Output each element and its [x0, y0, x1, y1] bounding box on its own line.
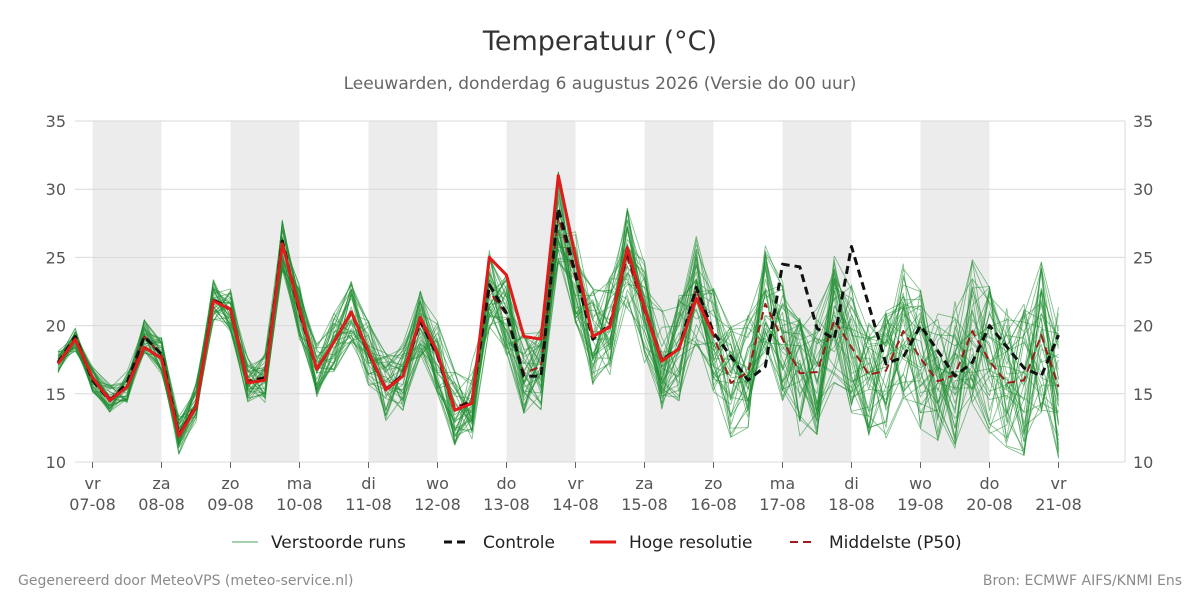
footer-source: Bron: ECMWF AIFS/KNMI Ens: [983, 573, 1182, 589]
legend-label-controle: Controle: [483, 533, 555, 553]
weekend-band: [92, 121, 162, 462]
x-tick-day: wo: [909, 474, 932, 493]
x-axis: vr 07-08 za 08-08 zo 09-08 ma 10-08 di 11-08 wo 12-…: [69, 462, 1082, 514]
y-tick-label-right: 15: [1133, 385, 1153, 404]
x-tick-day: za: [152, 474, 170, 493]
y-tick-label-right: 10: [1133, 453, 1153, 472]
weekend-band: [506, 121, 576, 462]
x-tick-day: di: [844, 474, 859, 493]
y-tick-label-left: 30: [46, 180, 66, 199]
x-tick-date: 15-08: [621, 495, 668, 514]
main-series: [56, 174, 1060, 438]
legend-label-middelste: Middelste (P50): [829, 533, 962, 553]
x-tick-day: ma: [287, 474, 312, 493]
x-tick-day: za: [635, 474, 653, 493]
legend-label-verstoorde-runs: Verstoorde runs: [271, 533, 406, 553]
y-tick-label-left: 20: [46, 317, 66, 336]
ensemble-run-line: [57, 245, 1059, 430]
x-tick-day: vr: [84, 474, 100, 493]
ensemble-run-line: [57, 220, 1059, 442]
x-tick-day: do: [980, 474, 1000, 493]
x-tick-date: 13-08: [483, 495, 530, 514]
footer-generated-by: Gegenereerd door MeteoVPS (meteo-service…: [18, 573, 353, 589]
x-tick-day: di: [361, 474, 376, 493]
grid-lines: [75, 120, 1126, 463]
ensemble-run-line: [57, 208, 1059, 448]
x-tick-date: 09-08: [207, 495, 254, 514]
y-tick-label-left: 35: [46, 112, 66, 131]
x-tick-day: vr: [1050, 474, 1066, 493]
x-tick-date: 10-08: [276, 495, 323, 514]
x-tick-date: 12-08: [414, 495, 461, 514]
y-axis-right: 10 15 20 25 30 35: [1133, 112, 1153, 472]
x-tick-date: 18-08: [828, 495, 875, 514]
chart-title: Temperatuur (°C): [482, 26, 717, 57]
weekend-band: [368, 121, 438, 462]
x-tick-date: 17-08: [759, 495, 806, 514]
x-tick-date: 08-08: [138, 495, 185, 514]
x-tick-date: 16-08: [690, 495, 737, 514]
x-tick-day: do: [497, 474, 517, 493]
x-tick-day: zo: [221, 474, 239, 493]
x-tick-date: 20-08: [966, 495, 1013, 514]
x-tick-day: wo: [426, 474, 449, 493]
y-tick-label-right: 25: [1133, 248, 1153, 267]
x-tick-date: 07-08: [69, 495, 116, 514]
x-tick-date: 21-08: [1035, 495, 1082, 514]
y-tick-label-right: 30: [1133, 180, 1153, 199]
legend: Verstoorde runs Controle Hoge resolutie …: [232, 533, 962, 553]
chart-subtitle: Leeuwarden, donderdag 6 augustus 2026 (V…: [344, 74, 857, 94]
x-tick-date: 19-08: [897, 495, 944, 514]
y-tick-label-right: 20: [1133, 317, 1153, 336]
y-tick-label-left: 10: [46, 453, 66, 472]
high-resolution-line: [56, 174, 715, 438]
y-axis-left: 10 15 20 25 30 35: [46, 112, 66, 472]
ensemble-run-line: [57, 172, 1059, 439]
y-tick-label-right: 35: [1133, 112, 1153, 131]
ensemble-runs: [57, 171, 1059, 459]
y-tick-label-left: 25: [46, 248, 66, 267]
control-line: [56, 206, 1060, 437]
x-tick-day: ma: [770, 474, 795, 493]
x-tick-day: vr: [567, 474, 583, 493]
x-tick-day: zo: [704, 474, 722, 493]
ensemble-run-line: [57, 222, 1059, 435]
legend-label-hoge-resolutie: Hoge resolutie: [629, 533, 753, 553]
x-tick-date: 14-08: [552, 495, 599, 514]
x-tick-date: 11-08: [345, 495, 392, 514]
y-tick-label-left: 15: [46, 385, 66, 404]
